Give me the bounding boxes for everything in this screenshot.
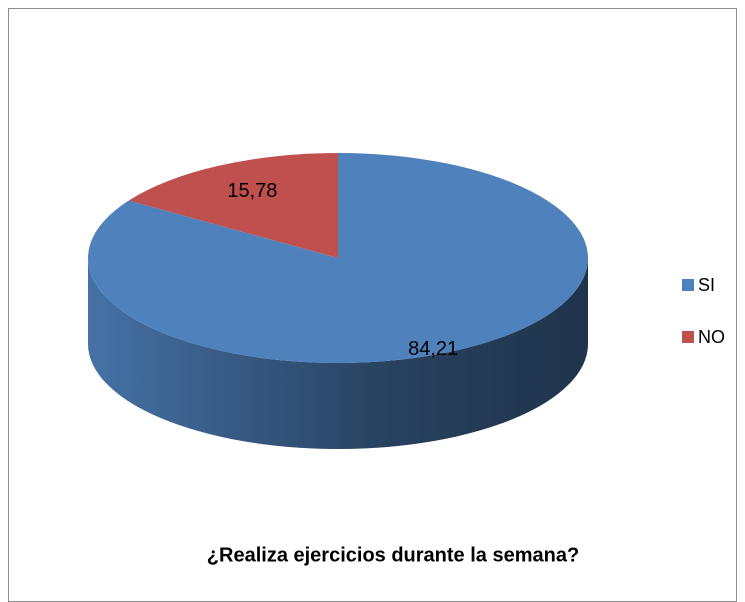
legend-swatch [682, 279, 694, 291]
slice [128, 153, 338, 258]
legend-label: NO [698, 327, 725, 347]
legend-swatch [682, 331, 694, 343]
chart-title: ¿Realiza ejercicios durante la semana? [207, 544, 579, 566]
legend-label: SI [698, 275, 715, 295]
slice-side-shade [88, 258, 588, 449]
pie [87, 153, 588, 449]
data-label: 15,78 [227, 180, 277, 202]
data-label: 84,21 [408, 338, 458, 360]
